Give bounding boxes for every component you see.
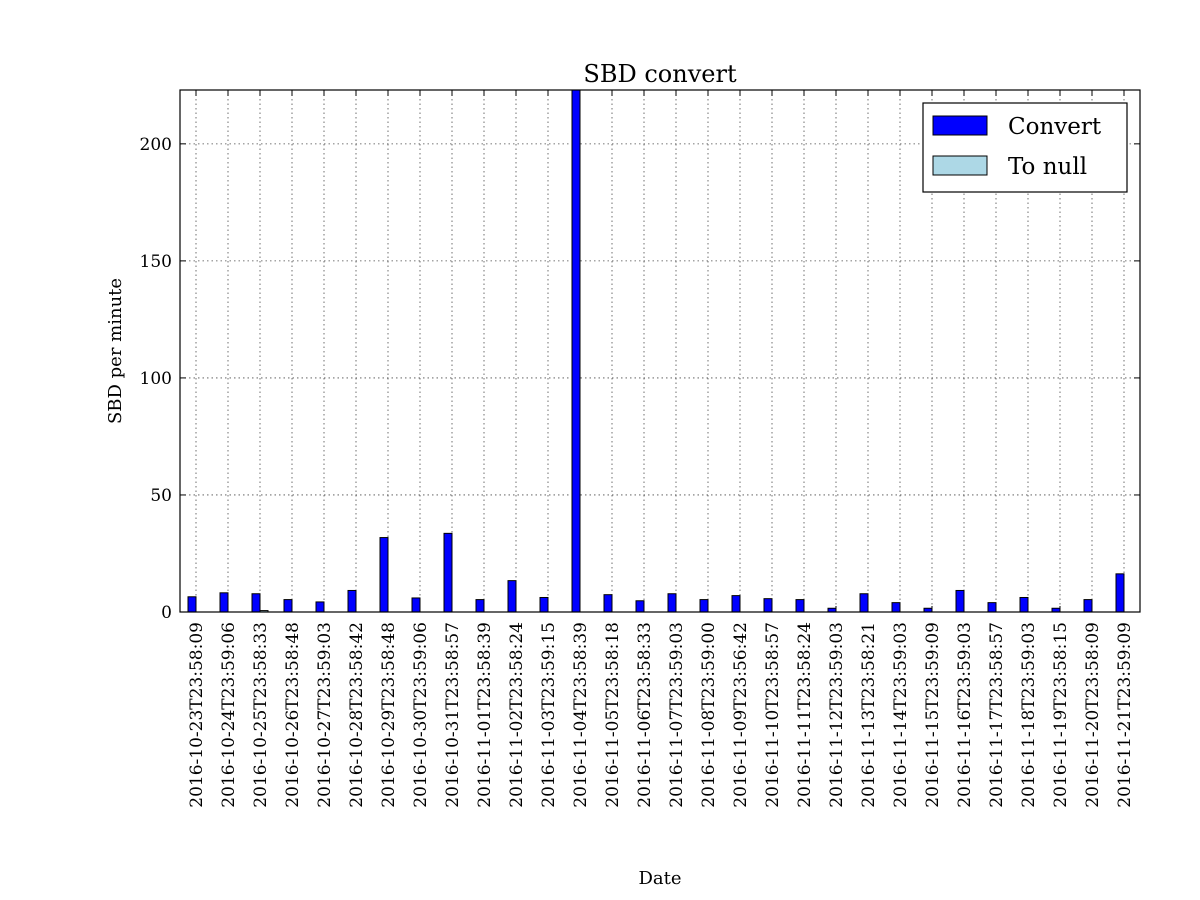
x-tick-label: 2016-11-09T23:56:42 — [731, 622, 751, 808]
x-tick-label: 2016-10-30T23:59:06 — [411, 622, 431, 808]
bar-convert — [283, 599, 293, 613]
x-tick-label: 2016-11-06T23:58:33 — [635, 622, 655, 808]
bar-convert — [763, 598, 773, 613]
y-tick-label: 150 — [140, 252, 172, 272]
bar-convert — [987, 602, 997, 613]
x-tick-label: 2016-11-21T23:59:09 — [1115, 622, 1135, 808]
x-tick-label: 2016-11-03T23:59:15 — [539, 622, 559, 808]
legend-label-to-null: To null — [1008, 154, 1087, 180]
legend-label-convert: Convert — [1008, 114, 1102, 140]
bar-convert — [347, 589, 357, 613]
bars — [187, 89, 1125, 613]
bar-convert — [571, 89, 581, 613]
bar-convert — [955, 589, 965, 613]
x-tick-label: 2016-11-05T23:58:18 — [603, 622, 623, 808]
bar-convert — [539, 596, 549, 613]
x-tick-label: 2016-11-16T23:59:03 — [955, 622, 975, 808]
legend: Convert To null — [922, 102, 1128, 193]
bar-convert — [219, 592, 229, 613]
bar-convert — [1115, 573, 1125, 613]
x-tick-label: 2016-11-15T23:59:09 — [923, 622, 943, 808]
x-tick-label: 2016-11-02T23:58:24 — [507, 622, 527, 808]
y-tick-label: 100 — [140, 369, 172, 389]
bar-convert — [443, 532, 453, 613]
x-tick-label: 2016-10-29T23:58:48 — [379, 622, 399, 808]
legend-swatch-convert — [932, 115, 988, 136]
bar-convert — [699, 599, 709, 613]
bar-convert — [603, 594, 613, 613]
bar-convert — [859, 593, 869, 613]
x-tick-label: 2016-11-10T23:58:57 — [763, 622, 783, 808]
x-tick-label: 2016-11-14T23:59:03 — [891, 622, 911, 808]
x-tick-label: 2016-11-20T23:58:09 — [1083, 622, 1103, 808]
bar-convert — [635, 600, 645, 613]
x-tick-label: 2016-10-26T23:58:48 — [283, 622, 303, 808]
x-tick-label: 2016-10-24T23:59:06 — [219, 622, 239, 808]
legend-swatch-to-null — [932, 155, 988, 176]
x-tick-label: 2016-11-07T23:59:03 — [667, 622, 687, 808]
x-tick-label: 2016-10-28T23:58:42 — [347, 622, 367, 808]
x-tick-label: 2016-10-23T23:58:09 — [187, 622, 207, 808]
bar-convert — [1019, 596, 1029, 613]
bar-convert — [475, 599, 485, 613]
x-tick-label: 2016-11-19T23:58:15 — [1051, 622, 1071, 808]
bar-convert — [187, 596, 197, 613]
bar-convert — [507, 580, 517, 613]
x-tick-label: 2016-11-08T23:59:00 — [699, 622, 719, 808]
x-tick-label: 2016-11-18T23:59:03 — [1019, 622, 1039, 808]
y-tick-label: 0 — [161, 603, 172, 623]
bar-convert — [379, 537, 389, 613]
x-tick-label: 2016-10-25T23:58:33 — [251, 622, 271, 808]
bar-convert — [667, 593, 677, 613]
bar-convert — [731, 595, 741, 613]
x-tick-label: 2016-11-04T23:58:39 — [571, 622, 591, 808]
bar-convert — [891, 602, 901, 613]
chart-title: SBD convert — [583, 60, 737, 88]
y-tick-label: 200 — [140, 135, 172, 155]
bar-convert — [251, 593, 261, 613]
x-tick-label: 2016-10-31T23:58:57 — [443, 622, 463, 808]
plot-frame — [179, 89, 1141, 613]
x-tick-label: 2016-11-17T23:58:57 — [987, 622, 1007, 808]
bar-convert — [411, 597, 421, 613]
y-axis-label: SBD per minute — [105, 278, 126, 424]
x-tick-label: 2016-11-11T23:58:24 — [795, 622, 815, 808]
axis-ticks: 0 50 100 150 200 2016-10-23T23:58:09 2016-10-2… — [140, 90, 1140, 808]
bar-convert — [315, 601, 325, 613]
x-tick-label: 2016-11-12T23:59:03 — [827, 622, 847, 808]
x-tick-label: 2016-11-13T23:58:21 — [859, 622, 879, 808]
x-tick-label: 2016-10-27T23:59:03 — [315, 622, 335, 808]
bar-convert — [795, 599, 805, 613]
x-tick-label: 2016-11-01T23:58:39 — [475, 622, 495, 808]
x-axis-label: Date — [638, 868, 681, 889]
bar-convert — [1083, 599, 1093, 613]
y-tick-label: 50 — [150, 486, 172, 506]
